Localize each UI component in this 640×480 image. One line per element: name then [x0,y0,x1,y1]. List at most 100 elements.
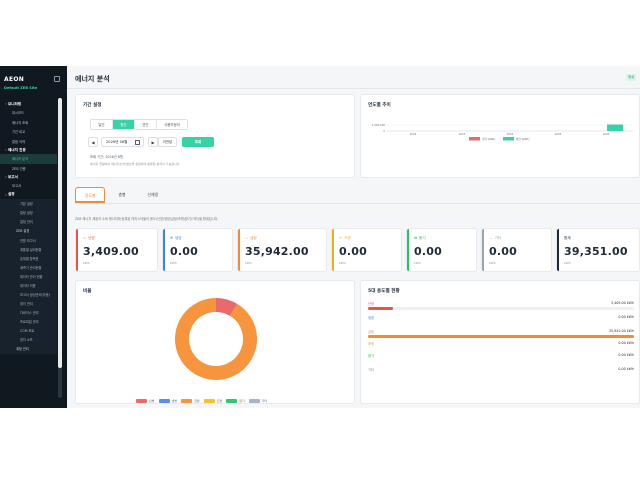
status-badge: 정상 [626,74,637,81]
sidebar-item-energy-query[interactable]: 에너지 조회 [12,120,29,125]
kpi-value: 35,942.00 [245,245,309,258]
sidebar-item-schedule[interactable]: 일정 관리 [0,216,57,226]
sidebar-item-com-port[interactable]: COM 포트 [0,325,57,335]
sidebar-section-settings[interactable]: • 설정 [5,192,15,197]
ratio-donut-chart [175,298,257,380]
legend-swatch [158,399,170,403]
tab-by-floor[interactable]: 층별 [118,192,126,197]
sidebar-item-zeb-2[interactable]: 존재별 항목표 [0,253,57,263]
ratio-legend-item[interactable]: 급탕 [181,399,200,403]
previous-period-button[interactable]: 이전달 [158,137,177,147]
kpi-label: ♨ 급탕 [245,236,257,241]
legend-swatch [248,399,260,403]
kpi-unit: kWh [489,261,496,265]
sidebar-nav: • 모니터링 대시보드 에너지 조회 기간 비교 알람 이력 • 에너지 진용 에너… [0,100,57,354]
donut-slice-0[interactable] [215,298,238,317]
trend-legend-production-swatch [503,137,514,141]
sidebar-section-zeb-settings[interactable]: ZEB 설정 [0,225,57,236]
kpi-card: ☀ 조명 0.00 kWh [331,228,402,272]
kpi-label: ✿ 환기 [414,236,426,241]
legend-swatch [181,399,193,403]
sidebar-item-device-source[interactable]: 장치 소프 [0,334,57,344]
kpi-unit: kWh [83,261,90,265]
ratio-legend-item[interactable]: 냉방 [158,399,178,403]
sidebar-item-report[interactable]: 보고서 [12,184,22,189]
month-input-value: 2026년 06월 [106,140,128,144]
sidebar-section-energy[interactable]: • 에너지 진용 [5,147,26,153]
top5-row-name: 난방 [368,302,375,306]
sidebar-item-dashboard[interactable]: 대시보드 [12,111,25,116]
kpi-unit: kWh [170,261,177,265]
trend-x-tick: 2022 [410,132,417,136]
kpi-card: ♨ 난방 3,409.00 kWh [75,228,158,272]
sidebar-item-zeb-cert[interactable]: ZEB 인증 [12,166,26,171]
sidebar-scrollbar-thumb[interactable] [58,98,62,368]
ratio-legend-item[interactable]: 기타 [248,399,267,403]
ratio-card-title: 비율 [83,289,92,294]
sidebar-item-alarm-history[interactable]: 알람 이력 [12,139,26,144]
top5-row-value: 3,409.00 kWh [611,301,634,305]
next-month-button[interactable]: ▶ [148,137,158,147]
legend-label: 환기 [239,399,245,403]
sidebar-item-device-mgmt[interactable]: 장치 관리 [0,298,57,308]
kpi-card: ✿ 환기 0.00 kWh [406,228,477,272]
tab-by-usage[interactable]: 용도별 [75,187,106,203]
kpi-label-text: 환기 [419,236,426,240]
kpi-label: ❄ 냉방 [170,236,182,241]
sidebar-item-account[interactable]: 계정 관리 [0,343,57,354]
segment-monthly[interactable]: 월간 [113,120,135,129]
trend-card: 연도별 추이 2,000,000 0 2022 2023 2024 2025 2026 … [360,94,640,178]
sidebar-item-alert-settings[interactable]: 알림 설정 [0,207,57,217]
sidebar-item-zeb-4[interactable]: 데이터 관리 현황 [0,271,57,281]
legend-label: 급탕 [194,399,200,403]
kpi-unit: kWh [245,261,252,265]
legend-label: 냉방 [171,399,178,403]
sidebar-item-energy-analysis[interactable]: 에너지 분석 [0,154,57,164]
kpi-label: ☀ 조명 [339,236,351,241]
segment-custom[interactable]: 사용자정의 [157,120,187,129]
kpi-value: 0.00 [339,245,367,258]
site-label: Default ZEB Site [4,86,38,90]
segment-daily[interactable]: 일간 [91,120,113,129]
sidebar-item-zeb-3[interactable]: 계측기 관리현황 [0,262,57,272]
trend-x-tick: 2023 [459,132,466,136]
ratio-legend-item[interactable]: 난방 [136,399,155,403]
brand-logo[interactable]: AEON [4,76,25,83]
month-input[interactable]: 2026년 06월 [101,137,144,147]
sidebar-section-monitoring[interactable]: • 모니터링 [5,101,22,107]
kpi-accent-bar [332,229,334,271]
top5-card: 5대 용도별 현황 난방 3,409.00 kWh 냉방 0.00 kWh 급탕 35,9… [360,280,640,404]
tab-renewable[interactable]: 신재생 [147,192,158,197]
analysis-tabs: 용도별 층별 신재생 [75,187,171,203]
top5-bar-track [368,307,634,310]
ratio-legend-item[interactable]: 환기 [226,399,245,403]
kpi-unit: kWh [339,261,346,265]
page-title: 에너지 분석 [75,75,110,83]
sidebar-item-profile[interactable]: 프로파일 관리 [0,316,57,326]
trend-x-tick: 2024 [507,132,514,136]
segment-yearly[interactable]: 연간 [135,120,157,129]
sidebar-item-zeb-6[interactable]: 보고서 생성관리(자동) [0,289,57,299]
sidebar-item-zeb-5[interactable]: 데이터 허용 [0,280,57,290]
sidebar-item-basic-settings[interactable]: 기본 설정 [0,198,57,208]
sidebar-section-report[interactable]: • 보고서 [5,174,18,180]
kpi-card: — 기타 0.00 kWh [481,228,552,272]
kpi-value: 0.00 [170,245,198,258]
prev-month-button[interactable]: ◀ [88,137,98,147]
query-button[interactable]: 조회 [182,137,214,147]
sidebar-item-device-list[interactable]: 다바이스 관리 [0,307,57,317]
kpi-value: 39,351.00 [564,245,628,258]
sidebar-item-zeb-0[interactable]: 전원 보고서 [0,235,57,245]
kpi-card: 합계 39,351.00 kWh [556,228,640,272]
chevron-down-icon: • [5,102,7,106]
ratio-legend-item[interactable]: 조명 [203,399,222,403]
hot-water-icon: ♨ [245,236,249,240]
trend-legend-production: 생산 (kWh) [516,137,529,141]
sidebar-item-period-compare[interactable]: 기간 비교 [12,130,26,135]
top5-row-value: 35,942.00 kWh [608,329,634,333]
period-segment-group: 일간 월간 연간 사용자정의 [90,119,188,130]
donut-slice-2[interactable] [175,298,257,380]
sidebar-toggle-icon[interactable] [54,76,60,82]
sidebar-item-zeb-1[interactable]: 계통별 설비현황 [0,244,57,254]
kpi-accent-bar [163,229,165,271]
